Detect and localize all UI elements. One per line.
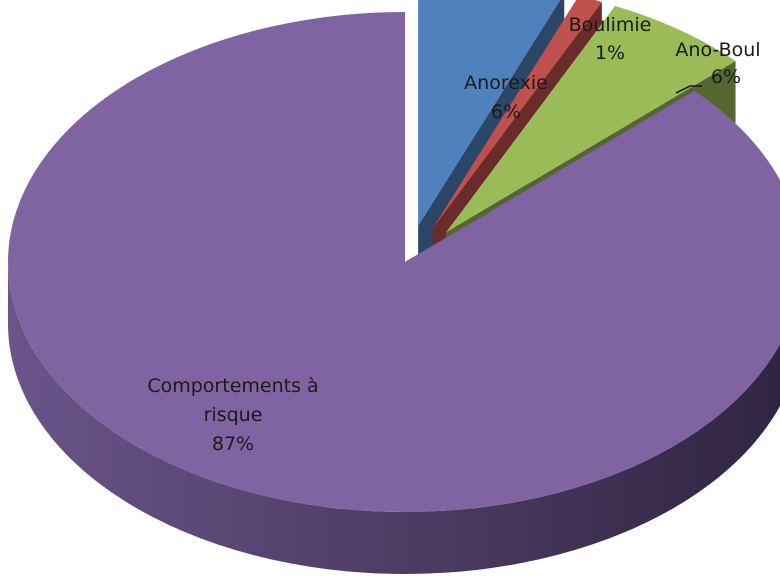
slice-value-anorexie: 6% — [491, 101, 521, 123]
slice-ano-boul — [446, 5, 736, 233]
slice-label-ano-boul: Ano-Boul — [675, 39, 760, 61]
slice-value-comportements: 87% — [212, 433, 254, 455]
slice-label-boulimie: Boulimie — [569, 14, 652, 36]
slice-boulimie — [432, 0, 602, 229]
slice-label-comportements-line1: Comportements à — [147, 375, 318, 397]
slice-anorexie — [418, 0, 561, 226]
leader-line-ano-boul — [675, 85, 702, 94]
slice-label-anorexie: Anorexie — [464, 72, 548, 94]
slice-value-ano-boul: 6% — [711, 66, 741, 88]
slice-wall-comportements-risque — [8, 262, 780, 574]
slice-label-comportements-line2: risque — [204, 404, 263, 426]
slice-comportements-risque — [8, 12, 780, 512]
slice-value-boulimie: 1% — [595, 42, 625, 64]
